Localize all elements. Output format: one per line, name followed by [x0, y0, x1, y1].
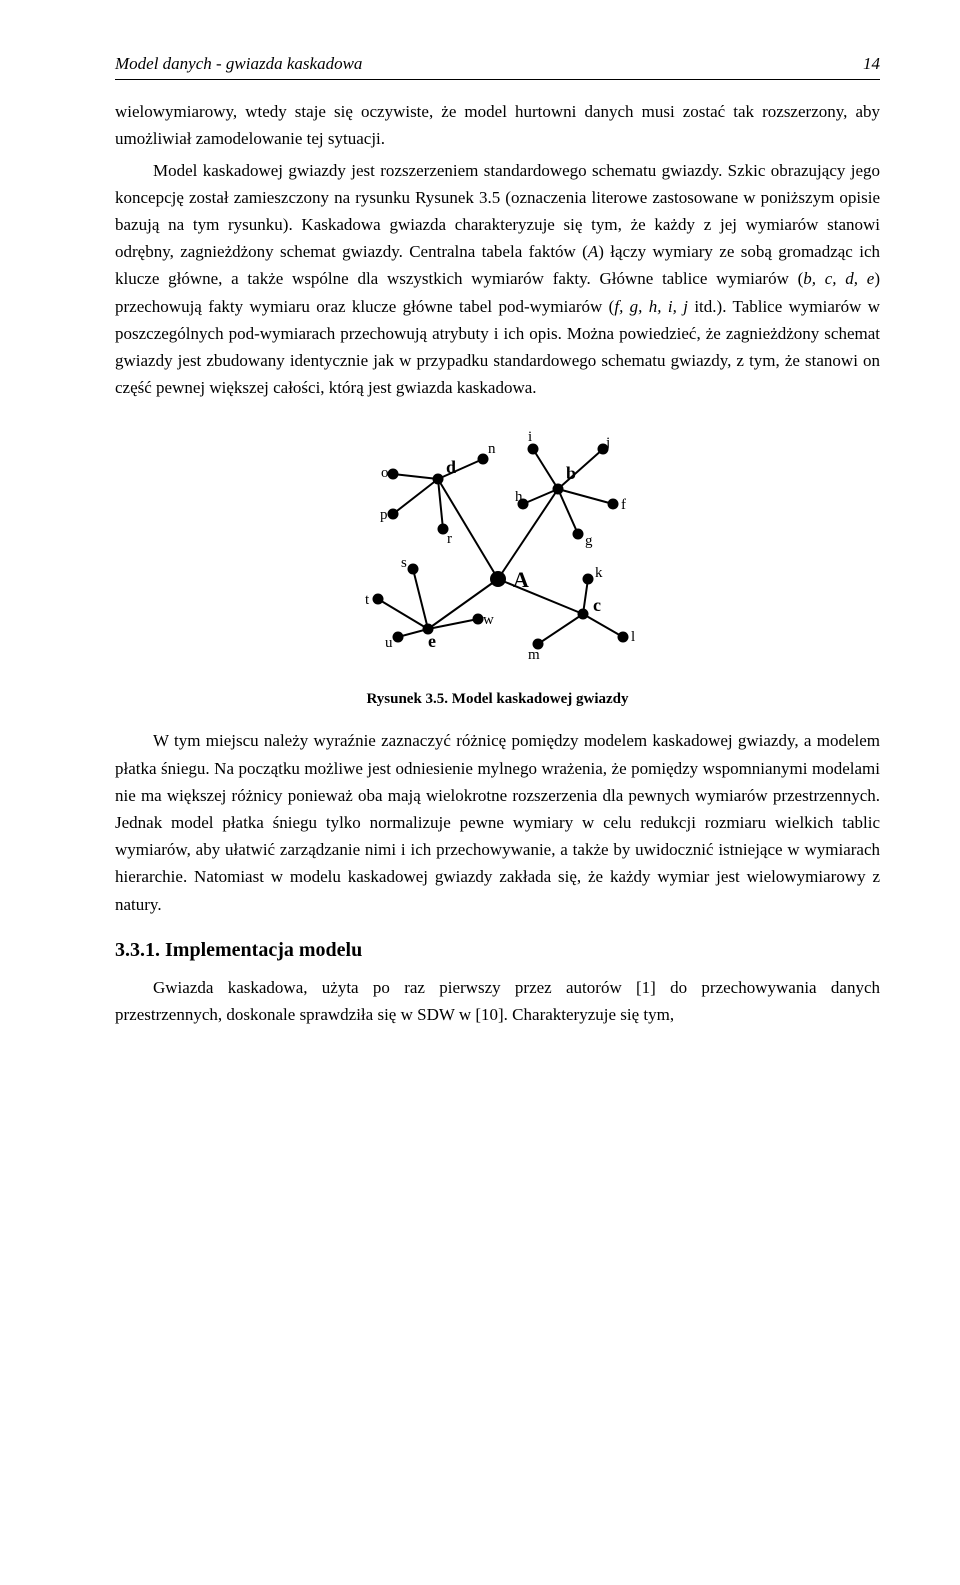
svg-text:h: h [515, 489, 523, 505]
header-page: 14 [863, 50, 880, 77]
svg-text:n: n [488, 441, 496, 457]
svg-text:w: w [483, 612, 494, 628]
cascade-star-diagram: Ab i j f h g ck l m d n o p r e s t u w [323, 419, 673, 669]
svg-text:p: p [380, 507, 388, 523]
paragraph-1: wielowymiarowy, wtedy staje się oczywist… [115, 98, 880, 152]
svg-text:k: k [595, 565, 603, 581]
running-header: Model danych - gwiazda kaskadowa 14 [115, 50, 880, 80]
svg-text:e: e [428, 631, 436, 651]
paragraph-2: Model kaskadowej gwiazdy jest rozszerzen… [115, 157, 880, 402]
svg-text:r: r [447, 531, 452, 547]
svg-text:j: j [605, 435, 610, 451]
section-heading: 3.3.1. Implementacja modelu [115, 934, 880, 966]
svg-text:t: t [365, 592, 370, 608]
svg-text:g: g [585, 533, 593, 549]
svg-text:o: o [381, 465, 389, 481]
svg-text:l: l [631, 629, 635, 645]
figure-cascade-star: Ab i j f h g ck l m d n o p r e s t u w [115, 419, 880, 677]
svg-text:d: d [446, 457, 456, 477]
svg-text:f: f [621, 497, 626, 513]
paragraph-4: Gwiazda kaskadowa, użyta po raz pierwszy… [115, 974, 880, 1028]
svg-text:s: s [401, 555, 407, 571]
paragraph-3: W tym miejscu należy wyraźnie zaznaczyć … [115, 727, 880, 917]
svg-text:u: u [385, 635, 393, 651]
svg-text:b: b [566, 463, 576, 483]
svg-text:c: c [593, 595, 601, 615]
svg-text:i: i [528, 429, 532, 445]
header-title: Model danych - gwiazda kaskadowa [115, 50, 362, 77]
svg-text:A: A [513, 567, 529, 592]
svg-text:m: m [528, 647, 540, 663]
figure-caption: Rysunek 3.5. Model kaskadowej gwiazdy [115, 687, 880, 711]
